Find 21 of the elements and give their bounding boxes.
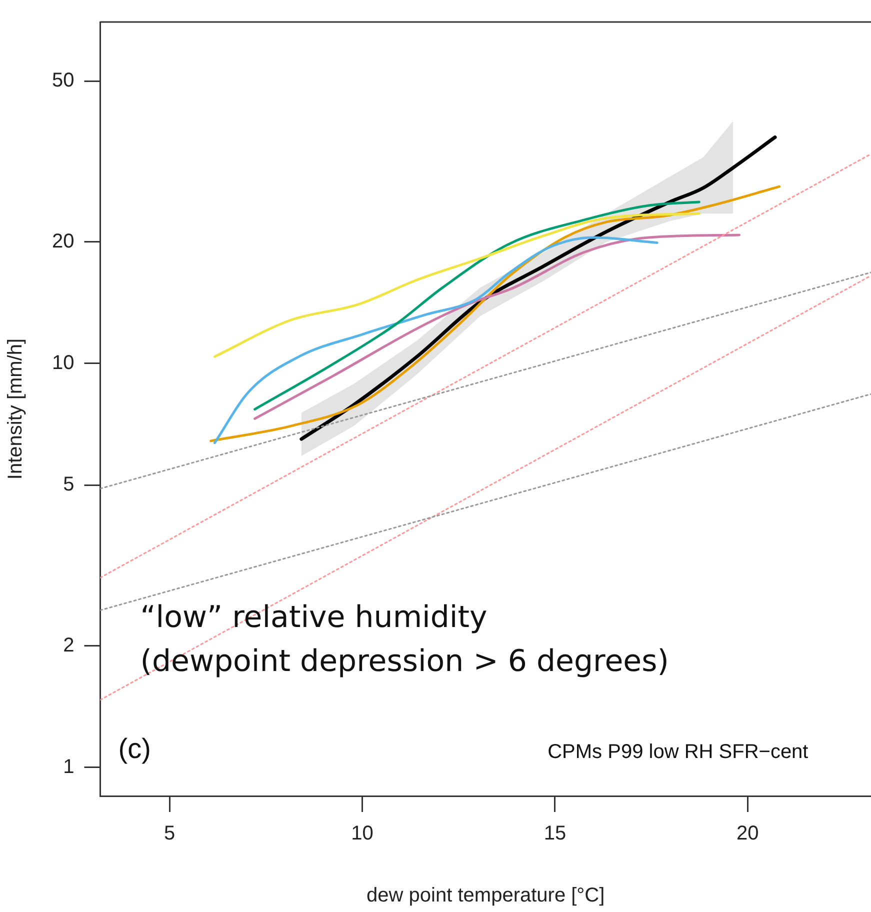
x-tick-label: 20 [736,822,759,845]
line-series [213,236,658,444]
line-series [213,212,700,358]
x-tick-label: 15 [544,822,566,845]
y-tick-label: 1 [63,756,74,778]
y-tick-label: 10 [52,352,74,374]
line-series [254,234,740,420]
line-series [254,200,700,411]
line-series [210,185,781,442]
y-tick-label: 50 [52,70,74,92]
y-tick-label: 20 [52,230,74,252]
line-series [300,135,777,441]
annotation: CPMs P99 low RH SFR−cent [548,741,809,763]
annotation: (c) [118,733,151,764]
x-tick-label: 10 [351,822,374,845]
y-axis-title: Intensity [mm/h] [4,338,27,480]
annotation: “low” relative humidity (dewpoint depression > 6 degrees) [140,600,669,679]
x-tick-label: 5 [164,822,176,845]
y-tick-label: 5 [63,474,74,496]
y-tick-label: 2 [63,634,74,656]
x-axis-title: dew point temperature [°C] [366,884,605,907]
